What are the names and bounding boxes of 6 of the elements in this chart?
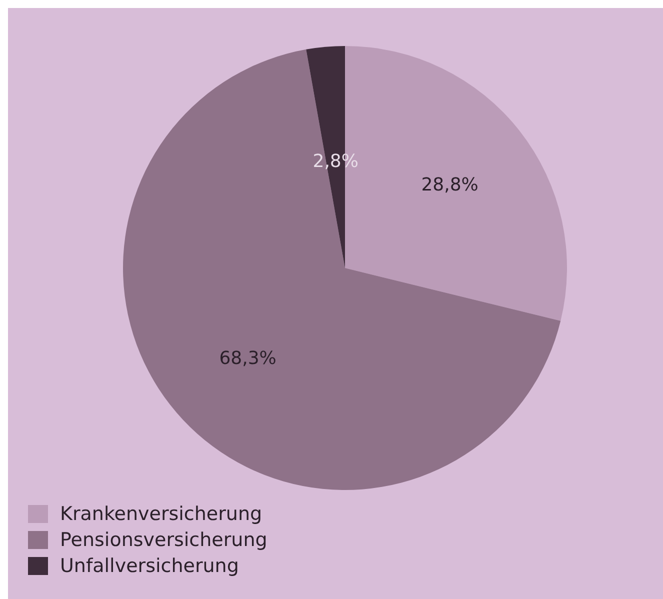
pie-slice [123, 49, 561, 490]
legend-label: Pensionsversicherung [60, 529, 268, 552]
data-label: 68,3% [219, 348, 276, 370]
legend-label: Unfallversicherung [60, 555, 239, 578]
data-label: 28,8% [421, 174, 478, 196]
legend-label: Krankenversicherung [60, 503, 262, 526]
